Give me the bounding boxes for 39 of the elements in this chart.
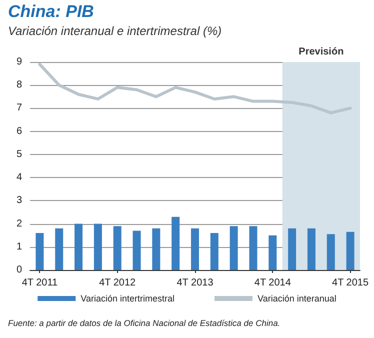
bar [249,226,258,270]
y-tick-label: 5 [16,148,22,160]
bar [55,228,64,270]
bar [268,235,277,270]
source-note: Fuente: a partir de datos de la Oficina Nacional de Estadística de China. [8,318,280,328]
bar [152,228,160,270]
bar [132,230,141,270]
band-label: Previsión [298,46,344,58]
bar [346,232,354,270]
x-tick-label: 4T 2011 [22,278,58,288]
x-tick-label: 4T 2015 [332,278,369,288]
x-tick-label: 4T 2014 [254,278,292,288]
legend-label: Variación intertrimestral [80,294,175,304]
y-tick-label: 8 [16,80,22,91]
y-tick-label: 0 [16,264,22,276]
bar [36,233,44,270]
bar [113,226,122,270]
legend-label: Variación interanual [257,294,336,304]
y-tick-label: 7 [16,102,22,114]
x-tick-label: 4T 2012 [99,278,136,288]
bar [326,234,335,270]
y-tick-label: 3 [16,195,22,206]
line-series [38,62,352,114]
bar [172,216,180,270]
bar [230,226,238,270]
bar [191,228,199,270]
bar [288,228,296,270]
y-tick-label: 4 [16,172,22,184]
bar [210,233,218,270]
bar [94,224,102,270]
y-tick-label: 6 [16,126,22,137]
x-tick-label: 4T 2013 [176,278,214,288]
y-tick-label: 9 [16,56,22,68]
chart-title: China: PIB [8,2,94,22]
bar [74,224,83,270]
y-tick-label: 2 [16,218,22,230]
bar [307,228,316,270]
y-tick-label: 1 [16,241,22,252]
chart-subtitle: Variación interanual e intertrimestral (%) [8,24,222,38]
